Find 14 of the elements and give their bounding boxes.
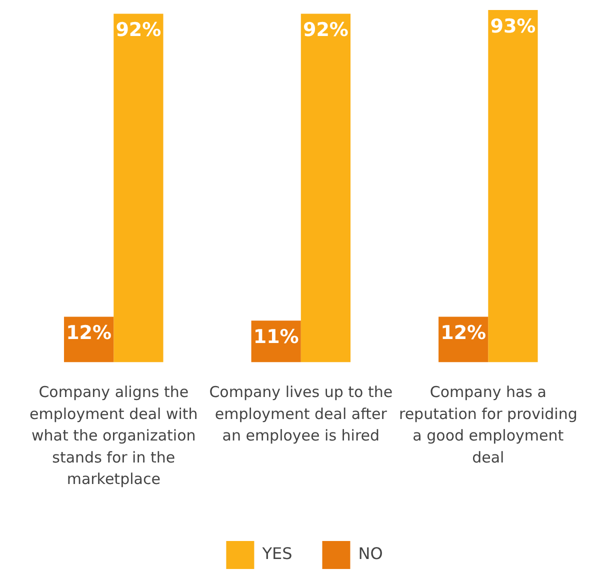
- data-label: 93%: [490, 15, 536, 38]
- legend-label: YES: [261, 544, 292, 564]
- x-tick-label: Company aligns the employment deal with what the organization stands for in the marketplace: [29, 383, 198, 488]
- x-tick-label: Company lives up to the employment deal after an employee is hired: [209, 383, 393, 445]
- data-label: 12%: [440, 322, 486, 344]
- bar: [114, 14, 164, 362]
- bar: [488, 10, 538, 362]
- bar: [300, 14, 351, 362]
- data-label: 12%: [66, 322, 112, 344]
- data-label: 92%: [116, 19, 162, 42]
- data-label: 92%: [302, 19, 348, 42]
- data-label: 11%: [253, 326, 299, 348]
- x-tick-label: Company has a reputation for providing a good employment deal: [398, 383, 578, 466]
- legend-label: NO: [358, 544, 383, 564]
